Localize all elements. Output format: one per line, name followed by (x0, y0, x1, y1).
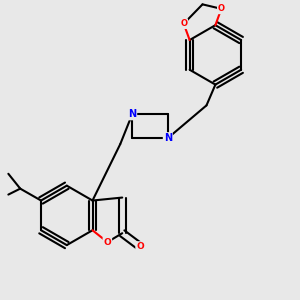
Text: N: N (164, 133, 172, 143)
Text: O: O (180, 19, 187, 28)
Text: O: O (136, 242, 144, 251)
Text: N: N (128, 109, 136, 119)
Text: O: O (103, 238, 111, 247)
Text: O: O (218, 4, 225, 13)
